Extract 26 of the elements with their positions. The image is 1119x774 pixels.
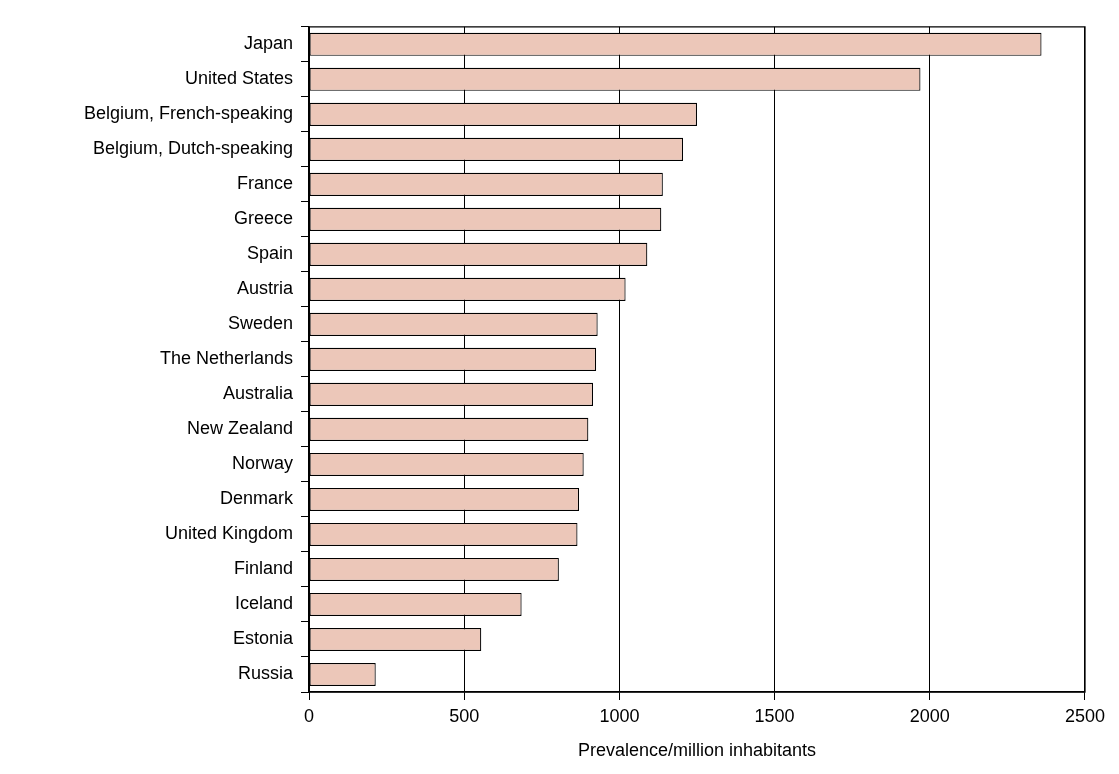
y-tick-label: The Netherlands [159,348,293,369]
x-tick-label: 500 [449,705,480,726]
y-tick-label: United States [184,68,293,89]
y-tick-label: Estonia [232,628,294,649]
x-tick-label: 2500 [1064,705,1105,726]
y-tick-label: Belgium, French-speaking [83,103,293,124]
y-tick-label: Iceland [234,593,293,614]
y-tick-label: Norway [231,453,293,474]
y-tick-label: Australia [222,383,294,404]
x-tick-label: 0 [303,705,315,726]
y-tick-label: United Kingdom [164,523,293,544]
y-tick-label: Austria [236,278,294,299]
y-tick-label: France [236,173,293,194]
y-tick-label: Belgium, Dutch-speaking [92,138,293,159]
x-axis-title: Prevalence/million inhabitants [577,740,817,761]
y-tick-label: Greece [233,208,293,229]
y-tick-label: Sweden [227,313,293,334]
y-tick-label: Japan [243,33,293,54]
y-tick-label: Denmark [219,488,294,509]
x-tick-label: 2000 [909,705,950,726]
y-tick-label: Spain [246,243,293,264]
y-tick-label: Russia [237,663,294,684]
y-tick-label: New Zealand [186,418,293,439]
y-tick-label: Finland [233,558,293,579]
x-tick-label: 1000 [599,705,640,726]
x-tick-label: 1500 [754,705,795,726]
